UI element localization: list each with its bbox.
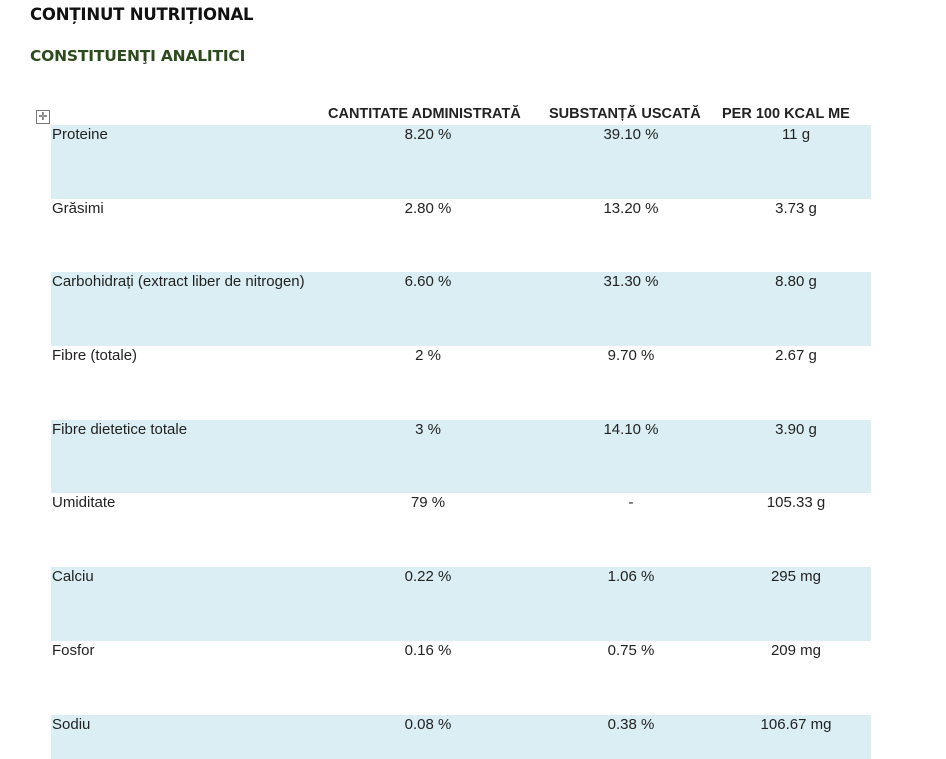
header-per-100-kcal-me: PER 100 KCAL ME	[722, 106, 850, 122]
row-substanta-uscata: 0.75 %	[607, 641, 655, 659]
row-name: Proteine	[52, 126, 108, 143]
row-cantitate-administrata: 2.80 %	[404, 199, 452, 217]
table-row: Umiditate 79 % - 105.33 g	[51, 493, 871, 567]
table-row: Grăsimi 2.80 % 13.20 % 3.73 g	[51, 199, 871, 273]
row-cantitate-administrata: 3 %	[415, 420, 441, 438]
row-per-100-kcal: 2.67 g	[775, 347, 817, 365]
row-substanta-uscata: 31.30 %	[603, 273, 659, 291]
row-name: Fosfor	[52, 641, 95, 659]
row-per-100-kcal: 11 g	[781, 126, 811, 143]
row-name: Fibre (totale)	[52, 347, 138, 365]
row-cantitate-administrata: 0.22 %	[404, 568, 452, 586]
row-name: Carbohidrați (extract liber de nitrogen)	[52, 273, 305, 291]
row-per-100-kcal: 295 mg	[770, 568, 822, 586]
row-name: Calciu	[52, 568, 94, 586]
table-row: Carbohidrați (extract liber de nitrogen)…	[51, 272, 871, 347]
row-per-100-kcal: 209 mg	[770, 641, 822, 659]
row-name: Grăsimi	[52, 199, 104, 217]
row-substanta-uscata: 13.20 %	[603, 199, 659, 217]
row-substanta-uscata: 39.10 %	[603, 126, 659, 143]
row-per-100-kcal: 3.73 g	[775, 199, 817, 217]
row-name: Umiditate	[52, 494, 116, 512]
row-substanta-uscata: 9.70 %	[607, 347, 655, 365]
row-per-100-kcal: 106.67 mg	[760, 715, 832, 733]
table-row: Fibre (totale) 2 % 9.70 % 2.67 g	[51, 346, 871, 420]
table-row: Fibre dietetice totale 3 % 14.10 % 3.90 …	[51, 419, 871, 494]
row-cantitate-administrata: 0.16 %	[404, 641, 452, 659]
row-cantitate-administrata: 2 %	[415, 347, 441, 365]
move-cross-icon[interactable]: ✛	[36, 110, 50, 124]
row-per-100-kcal: 105.33 g	[766, 494, 826, 512]
row-cantitate-administrata: 6.60 %	[404, 273, 452, 291]
row-substanta-uscata: 1.06 %	[607, 568, 655, 586]
table-row: Sodiu 0.08 % 0.38 % 106.67 mg	[51, 714, 871, 759]
table-row: Proteine 8.20 % 39.10 % 11 g	[51, 125, 871, 199]
row-per-100-kcal: 3.90 g	[775, 420, 817, 438]
row-cantitate-administrata: 79 %	[410, 494, 446, 512]
table-header: CANTITATE ADMINISTRATĂ SUBSTANȚĂ USCATĂ …	[0, 106, 946, 125]
row-substanta-uscata: 14.10 %	[603, 420, 659, 438]
row-substanta-uscata: -	[628, 494, 634, 512]
row-per-100-kcal: 8.80 g	[775, 273, 817, 291]
row-name: Fibre dietetice totale	[52, 420, 188, 438]
nutrition-table: Proteine 8.20 % 39.10 % 11 g Grăsimi 2.8…	[51, 125, 871, 759]
row-cantitate-administrata: 0.08 %	[404, 715, 452, 733]
table-row: Fosfor 0.16 % 0.75 % 209 mg	[51, 641, 871, 715]
row-cantitate-administrata: 8.20 %	[404, 126, 452, 143]
table-row: Calciu 0.22 % 1.06 % 295 mg	[51, 567, 871, 641]
section-title: CONSTITUENŢI ANALITICI	[30, 47, 246, 65]
header-cantitate-administrata: CANTITATE ADMINISTRATĂ	[328, 106, 521, 122]
page-title: CONȚINUT NUTRIȚIONAL	[30, 5, 254, 24]
row-substanta-uscata: 0.38 %	[607, 715, 655, 733]
row-name: Sodiu	[52, 715, 91, 733]
header-substanta-uscata: SUBSTANȚĂ USCATĂ	[549, 106, 701, 122]
